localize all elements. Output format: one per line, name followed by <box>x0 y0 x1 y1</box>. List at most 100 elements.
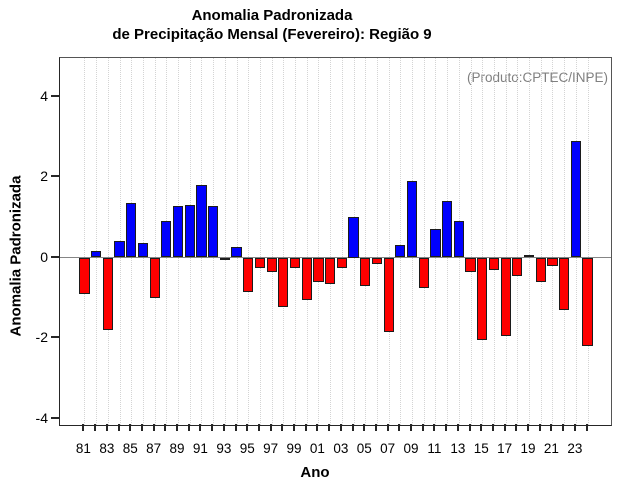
bar-98 <box>278 257 289 307</box>
chart-title: Anomalia Padronizada de Precipitação Men… <box>0 6 544 44</box>
x-tick <box>363 424 366 431</box>
bar-02 <box>325 257 336 284</box>
x-tick <box>187 424 190 431</box>
year-gridline <box>564 58 566 425</box>
year-gridline <box>283 58 285 425</box>
year-gridline <box>423 58 425 425</box>
source-annotation: (Produto:CPTEC/INPE) <box>466 70 608 85</box>
bar-85 <box>126 203 137 258</box>
x-tick <box>410 424 413 431</box>
chart-title-line2: de Precipitação Mensal (Fevereiro): Regi… <box>112 26 432 43</box>
x-tick <box>304 424 307 431</box>
x-tick <box>503 424 506 431</box>
x-tick-label: 07 <box>380 441 396 456</box>
year-gridline <box>295 58 297 425</box>
y-tick-label: 2 <box>40 168 48 184</box>
x-tick-label: 09 <box>403 441 419 456</box>
x-tick <box>398 424 401 431</box>
x-tick-label: 19 <box>520 441 536 456</box>
bar-18 <box>512 257 523 276</box>
year-gridline <box>341 58 343 425</box>
bar-22 <box>559 257 570 310</box>
x-tick <box>480 424 483 431</box>
y-tick <box>51 175 59 177</box>
x-tick-label: 95 <box>239 441 255 456</box>
x-tick-label: 97 <box>263 441 279 456</box>
x-tick <box>293 424 296 431</box>
bar-20 <box>535 257 546 282</box>
year-gridline <box>154 58 156 425</box>
bar-04 <box>348 217 359 258</box>
x-tick <box>386 424 389 431</box>
bar-94 <box>231 246 242 258</box>
year-gridline <box>517 58 519 425</box>
x-tick-label: 93 <box>216 441 232 456</box>
bar-21 <box>547 257 558 266</box>
bar-14 <box>465 257 476 272</box>
bar-00 <box>301 257 312 300</box>
y-tick-label: 4 <box>40 87 48 104</box>
bar-97 <box>266 257 277 272</box>
x-tick-label: 81 <box>75 441 91 456</box>
year-gridline <box>330 58 332 425</box>
x-tick-label: 87 <box>146 441 162 456</box>
x-tick <box>246 424 249 431</box>
x-tick-label: 03 <box>333 441 349 456</box>
bar-99 <box>289 257 301 268</box>
x-tick <box>468 424 471 431</box>
bar-95 <box>243 257 254 292</box>
year-gridline <box>493 58 495 425</box>
x-tick <box>374 424 377 431</box>
bar-13 <box>453 221 464 258</box>
chart-title-line1: Anomalia Padronizada <box>191 7 353 24</box>
x-tick-label: 11 <box>427 441 442 456</box>
x-tick <box>573 424 576 431</box>
x-tick <box>222 424 225 431</box>
bar-83 <box>102 257 113 330</box>
bar-08 <box>395 245 406 258</box>
bar-89 <box>172 205 184 258</box>
x-tick <box>339 424 342 431</box>
year-gridline <box>587 58 589 425</box>
plot-area: (Produto:CPTEC/INPE) <box>59 57 612 426</box>
bar-01 <box>313 257 324 282</box>
year-gridline <box>248 58 250 425</box>
bar-91 <box>196 185 207 258</box>
x-tick-label: 01 <box>309 441 325 456</box>
year-gridline <box>236 58 238 425</box>
year-gridline <box>271 58 273 425</box>
bar-05 <box>360 257 371 286</box>
x-tick <box>585 424 588 431</box>
x-tick <box>538 424 541 431</box>
x-tick <box>515 424 518 431</box>
year-gridline <box>224 58 226 425</box>
zero-line <box>60 257 611 258</box>
year-gridline <box>96 58 98 425</box>
y-tick <box>51 94 59 97</box>
bar-86 <box>137 243 149 258</box>
x-tick <box>562 424 565 431</box>
x-tick <box>199 424 202 431</box>
bar-92 <box>208 205 219 258</box>
year-gridline <box>400 58 402 425</box>
bar-23 <box>570 140 581 258</box>
x-tick-label: 85 <box>122 441 138 456</box>
x-tick <box>269 424 272 431</box>
y-tick <box>51 416 59 419</box>
bar-81 <box>79 257 90 294</box>
x-tick <box>211 424 214 431</box>
bar-88 <box>161 221 172 258</box>
year-gridline <box>365 58 367 425</box>
y-tick-label: -4 <box>35 409 48 426</box>
x-tick-label: 15 <box>473 441 489 456</box>
x-tick <box>140 424 143 431</box>
bar-84 <box>114 241 125 258</box>
x-tick <box>117 424 120 431</box>
x-tick <box>433 424 436 431</box>
year-gridline <box>529 58 531 425</box>
year-gridline <box>142 58 144 425</box>
bar-96 <box>254 257 266 268</box>
year-gridline <box>107 58 109 425</box>
year-gridline <box>388 58 390 425</box>
bar-07 <box>383 257 394 332</box>
